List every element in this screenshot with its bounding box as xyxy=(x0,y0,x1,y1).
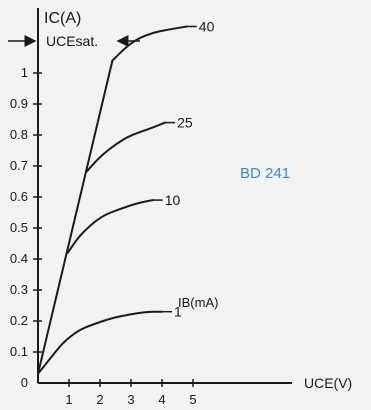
y-tick-label: 0.8 xyxy=(10,127,28,142)
y-axis-label: IC(A) xyxy=(44,10,81,27)
device-label: BD 241 xyxy=(240,165,290,182)
x-tick-label: 3 xyxy=(127,392,134,407)
y-tick-label: 0 xyxy=(21,375,28,390)
y-tick-label: 0.9 xyxy=(10,96,28,111)
x-tick-label: 4 xyxy=(158,392,165,407)
y-tick-label: 1 xyxy=(21,65,28,80)
y-tick-label: 0.7 xyxy=(10,158,28,173)
x-ticks: 1 2 3 4 5 xyxy=(65,379,197,407)
curve-label: 25 xyxy=(177,115,193,131)
y-tick-label: 0.5 xyxy=(10,220,28,235)
y-tick-label: 0.1 xyxy=(10,344,28,359)
curve-ib-25 xyxy=(85,121,167,174)
y-ticks: 0 0.1 0.2 0.3 0.4 0.5 0.6 0.7 0.8 0.9 1 xyxy=(10,65,42,390)
curve-ib-10 xyxy=(66,199,154,254)
x-tick-label: 2 xyxy=(96,392,103,407)
x-tick-label: 5 xyxy=(189,392,196,407)
curve-label: 1 xyxy=(174,304,182,320)
y-tick-label: 0.4 xyxy=(10,251,28,266)
ib-param-label: IB(mA) xyxy=(178,295,218,310)
saturation-line xyxy=(37,59,114,375)
y-tick-label: 0.2 xyxy=(10,313,28,328)
y-tick-label: 0.3 xyxy=(10,282,28,297)
curve-ib-1 xyxy=(37,310,163,375)
curve-label: 10 xyxy=(165,192,181,208)
plot-area: 1 10 25 40 xyxy=(37,19,215,375)
saturation-label: UCEsat. xyxy=(46,33,98,49)
x-axis-label: UCE(V) xyxy=(304,375,352,391)
y-tick-label: 0.6 xyxy=(10,189,28,204)
curve-label: 40 xyxy=(199,19,215,35)
x-tick-label: 1 xyxy=(65,392,72,407)
curve-ib-40 xyxy=(111,25,188,62)
